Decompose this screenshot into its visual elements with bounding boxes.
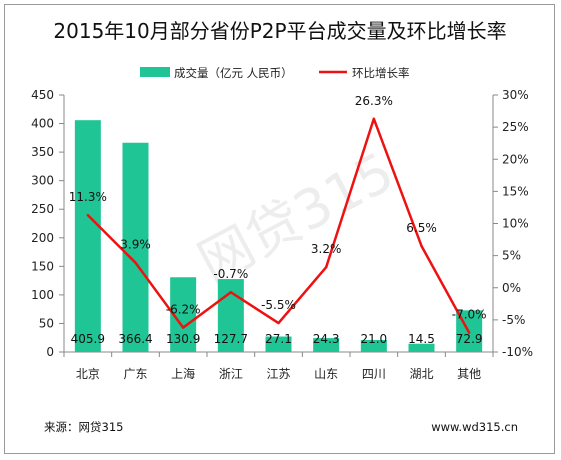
- bar: [74, 120, 101, 352]
- bar-value-label: 14.5: [408, 332, 435, 346]
- y-left-tick-label: 100: [31, 288, 54, 302]
- chart-title: 2015年10月部分省份P2P平台成交量及环比增长率: [53, 19, 506, 43]
- y-right-tick-label: 25%: [502, 120, 529, 134]
- x-tick-label: 湖北: [409, 366, 433, 381]
- growth-value-label: 26.3%: [355, 94, 393, 108]
- bar: [408, 343, 435, 352]
- legend-bar-label: 成交量（亿元 人民币）: [174, 66, 293, 80]
- bar-value-label: 127.7: [214, 332, 248, 346]
- x-tick-label: 广东: [123, 367, 147, 381]
- growth-point: [86, 213, 90, 217]
- x-tick-label: 浙江: [219, 367, 243, 381]
- y-left-tick-label: 450: [31, 88, 54, 102]
- bar-value-label: 366.4: [118, 332, 152, 346]
- growth-value-label: 11.3%: [69, 190, 107, 204]
- site-url: www.wd315.cn: [431, 420, 518, 434]
- bar: [265, 336, 292, 352]
- growth-value-label: -5.5%: [261, 298, 296, 312]
- x-tick-label: 上海: [171, 366, 195, 381]
- y-right-tick-label: 5%: [502, 249, 521, 263]
- growth-point: [420, 244, 423, 248]
- y-left-tick-label: 350: [31, 145, 54, 159]
- legend-line-label: 环比增长率: [352, 66, 410, 80]
- y-right-tick-label: 30%: [502, 88, 529, 102]
- bar: [122, 142, 149, 352]
- growth-point: [134, 261, 137, 264]
- growth-point: [277, 321, 280, 325]
- bar: [360, 340, 387, 352]
- growth-point: [324, 265, 328, 269]
- bar-value-label: 27.1: [265, 332, 292, 346]
- growth-point: [181, 326, 185, 329]
- y-left-tick-label: 200: [31, 231, 54, 245]
- bar: [313, 338, 340, 352]
- legend: 成交量（亿元 人民币） 环比增长率: [140, 66, 410, 80]
- growth-point: [372, 117, 376, 120]
- growth-value-label: -7.0%: [452, 308, 487, 322]
- y-right-tick-label: 20%: [502, 152, 529, 166]
- bar-value-label: 72.9: [456, 332, 483, 346]
- bar-value-label: 130.9: [166, 332, 200, 346]
- growth-point: [467, 331, 471, 334]
- bar-value-label: 24.3: [313, 332, 340, 346]
- growth-value-label: 3.2%: [311, 242, 342, 256]
- y-left-tick-label: 300: [31, 174, 54, 188]
- growth-value-label: 6.5%: [406, 221, 437, 235]
- x-tick-label: 山东: [314, 367, 338, 381]
- y-right-tick-label: 10%: [502, 217, 529, 231]
- growth-point: [229, 291, 233, 294]
- y-left-tick-label: 150: [31, 259, 54, 273]
- x-tick-label: 北京: [76, 367, 100, 381]
- x-tick-label: 其他: [457, 367, 481, 381]
- bar-value-label: 21.0: [360, 332, 387, 346]
- y-right-tick-label: -10%: [502, 345, 533, 359]
- x-tick-label: 江苏: [266, 367, 290, 381]
- bar-value-label: 405.9: [71, 332, 105, 346]
- y-left-tick-label: 50: [39, 316, 54, 330]
- plot-area: 0 50 100 150 200 250 300 350 400 450 -10% -5% 0% 5% 10…: [31, 88, 533, 381]
- y-left-tick-label: 400: [31, 117, 54, 131]
- growth-value-label: 3.9%: [120, 238, 151, 252]
- growth-value-label: -6.2%: [166, 303, 201, 317]
- x-tick-label: 四川: [362, 367, 386, 381]
- source-label: 来源：网贷315: [44, 420, 123, 434]
- y-right-tick-label: 0%: [502, 281, 521, 295]
- y-right-tick-label: -5%: [502, 313, 525, 327]
- y-right-tick-label: 15%: [502, 184, 529, 198]
- y-left-tick-label: 0: [46, 345, 54, 359]
- legend-bar-swatch: [140, 67, 170, 77]
- growth-value-label: -0.7%: [213, 267, 248, 281]
- y-left-tick-label: 250: [31, 202, 54, 216]
